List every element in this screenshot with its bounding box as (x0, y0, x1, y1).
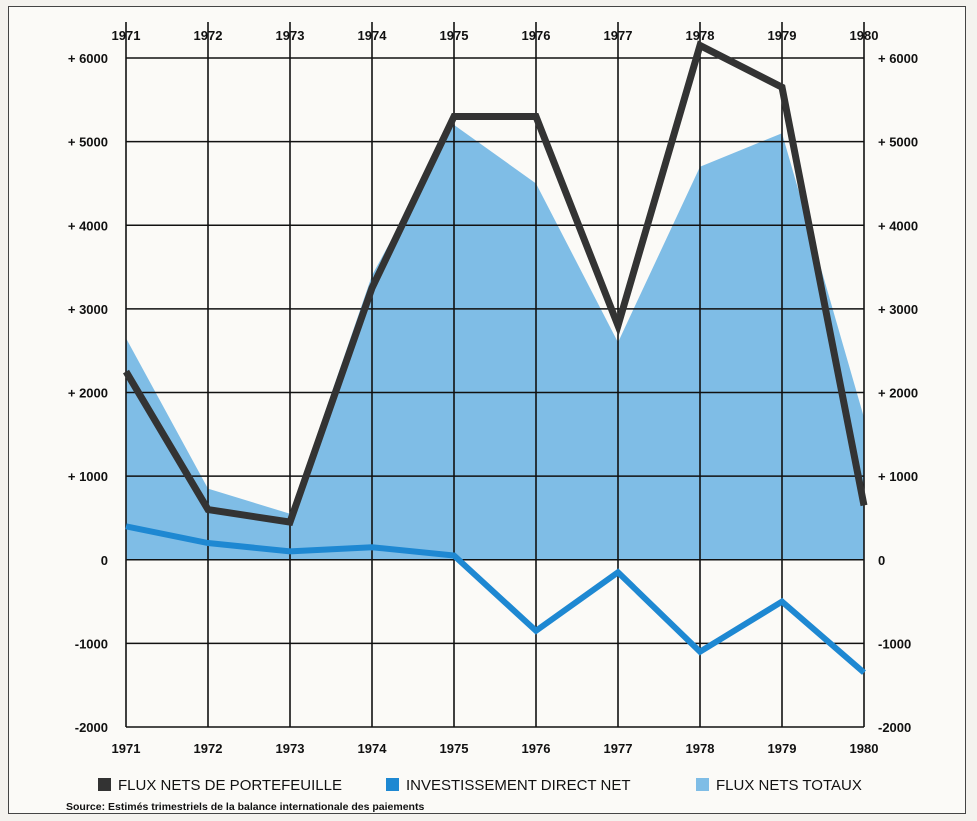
y-tick-label-left: + 6000 (68, 51, 108, 66)
x-tick-label-top: 1973 (276, 28, 305, 43)
x-tick-label-bottom: 1976 (522, 741, 551, 756)
line-flux-nets-portefeuille (122, 40, 868, 527)
y-tick-label-left: + 4000 (68, 218, 108, 233)
y-tick-label-right: + 6000 (878, 51, 918, 66)
legend-swatch (696, 778, 709, 791)
x-tick-label-top: 1974 (358, 28, 388, 43)
x-tick-label-top: 1978 (686, 28, 715, 43)
y-tick-label-left: + 2000 (68, 386, 108, 401)
x-tick-label-top: 1979 (768, 28, 797, 43)
x-tick-label-bottom: 1978 (686, 741, 715, 756)
legend-swatch (386, 778, 399, 791)
y-tick-label-left: -2000 (75, 720, 108, 735)
legend-swatch (98, 778, 111, 791)
legend-label: FLUX NETS TOTAUX (716, 777, 862, 794)
x-tick-label-top: 1971 (112, 28, 141, 43)
x-tick-label-top: 1977 (604, 28, 633, 43)
y-tick-label-right: -1000 (878, 636, 911, 651)
y-tick-label-left: -1000 (75, 636, 108, 651)
x-tick-label-top: 1972 (194, 28, 223, 43)
y-tick-label-right: + 2000 (878, 386, 918, 401)
x-tick-label-bottom: 1971 (112, 741, 141, 756)
y-tick-label-right: + 1000 (878, 469, 918, 484)
source-note: Source: Estimés trimestriels de la balan… (66, 801, 424, 813)
y-tick-label-right: 0 (878, 553, 885, 568)
y-tick-label-left: + 3000 (68, 302, 108, 317)
legend-label: FLUX NETS DE PORTEFEUILLE (118, 777, 342, 794)
x-tick-label-bottom: 1972 (194, 741, 223, 756)
y-tick-label-left: 0 (101, 553, 108, 568)
x-tick-label-bottom: 1975 (440, 741, 469, 756)
x-tick-label-top: 1976 (522, 28, 551, 43)
x-tick-label-bottom: 1980 (850, 741, 879, 756)
x-tick-label-top: 1975 (440, 28, 469, 43)
y-tick-label-right: + 3000 (878, 302, 918, 317)
y-tick-label-right: + 5000 (878, 135, 918, 150)
y-tick-label-right: -2000 (878, 720, 911, 735)
y-tick-label-right: + 4000 (878, 218, 918, 233)
x-tick-label-bottom: 1974 (358, 741, 388, 756)
x-tick-label-bottom: 1977 (604, 741, 633, 756)
y-tick-label-left: + 1000 (68, 469, 108, 484)
legend-label: INVESTISSEMENT DIRECT NET (406, 777, 630, 794)
x-tick-label-top: 1980 (850, 28, 879, 43)
y-tick-label-left: + 5000 (68, 135, 108, 150)
line-investissement-direct-net (125, 523, 866, 675)
area-flux-nets-totaux (126, 124, 864, 560)
x-tick-label-bottom: 1979 (768, 741, 797, 756)
x-tick-label-bottom: 1973 (276, 741, 305, 756)
